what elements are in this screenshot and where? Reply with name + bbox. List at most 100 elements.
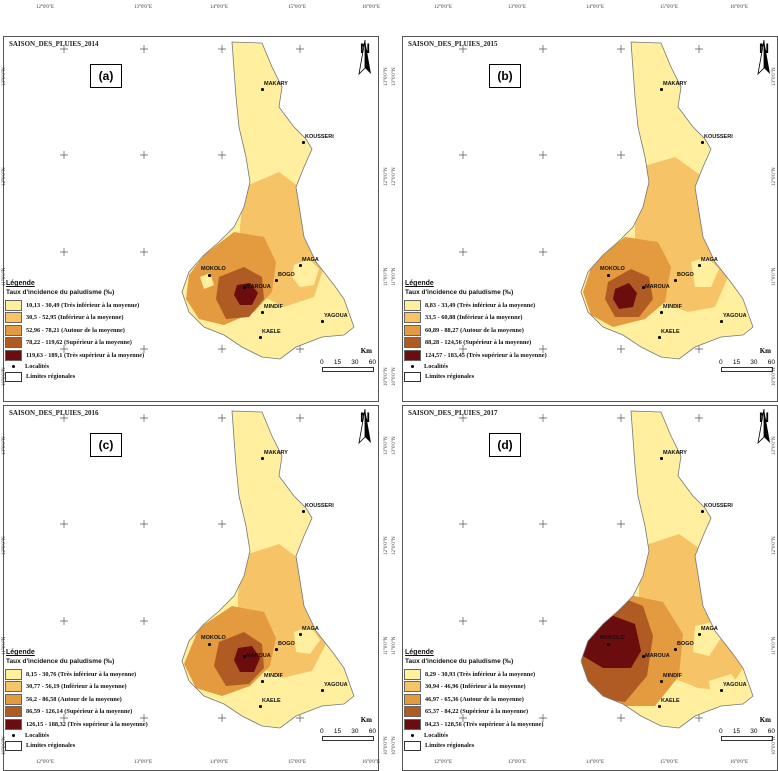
legend-item: 56,2 - 86,58 (Autour de la moyenne) <box>5 693 189 706</box>
legend-limits-label: Limites régionales <box>26 373 76 380</box>
coord-side-lat: 13°0'0"N <box>772 436 777 455</box>
panel-label: (a) <box>90 64 122 88</box>
coord-side-lat: 10°0'0"N <box>2 736 7 755</box>
legend-item: 124,57 - 183,45 (Très supérieur à la moy… <box>404 349 588 362</box>
graticule-cross <box>140 520 148 528</box>
locality-dot-icon <box>12 734 15 737</box>
coord-top-16e: 16°0'0"E <box>362 5 380 10</box>
panel-title: SAISON_DES_PLUIES_2015 <box>408 40 498 48</box>
graticule-cross <box>617 151 625 159</box>
city-dot-kaele <box>658 336 661 339</box>
regional-boundary <box>181 41 355 360</box>
graticule-cross <box>60 45 68 53</box>
city-dot-bogo <box>275 279 278 282</box>
city-label-kaele: KAELE <box>262 698 281 704</box>
scale-bar-graphic <box>322 367 374 372</box>
city-label-kousseri: KOUSSERI <box>305 134 334 140</box>
city-label-kousseri: KOUSSERI <box>305 503 334 509</box>
coord-side-lat: 13°0'0"N <box>2 436 7 455</box>
map-panel-d: SAISON_DES_PLUIES_2017 (d) N Légende Tau… <box>402 405 778 771</box>
graticule-cross <box>140 345 148 353</box>
graticule-cross <box>60 345 68 353</box>
coord-side-lat: 10°0'0"N <box>772 367 777 386</box>
legend-item: 8,15 - 30,76 (Très inférieur à la moyenn… <box>5 668 189 681</box>
scale-tick: 30 <box>750 728 758 735</box>
legend-item-label: 119,63 - 189,1 (Très supérieur à la moye… <box>26 351 145 359</box>
scale-bar-graphic <box>322 736 374 741</box>
graticule-cross <box>60 414 68 422</box>
panel-label: (c) <box>90 433 122 457</box>
graticule-cross <box>296 45 304 53</box>
choropleth-map-c <box>60 410 355 729</box>
legend-item: 84,23 - 128,56 (Très supérieur à la moye… <box>404 718 588 731</box>
north-arrow-icon <box>757 40 770 76</box>
coord-side-lat: 11°0'0"N <box>392 636 397 655</box>
city-label-maga: MAGA <box>302 257 319 263</box>
city-label-maga: MAGA <box>302 626 319 632</box>
city-label-mokolo: MOKOLO <box>201 266 226 272</box>
legend-item-label: 30,5 - 52,95 (Inférieur à la moyenne) <box>26 314 124 322</box>
panel-label: (b) <box>489 64 521 88</box>
city-label-maroua: MAROUA <box>246 653 271 659</box>
city-dot-kousseri <box>701 510 704 513</box>
scale-bar-graphic <box>721 736 773 741</box>
legend-localities-label: Localités <box>25 732 50 739</box>
scale-tick: 15 <box>333 359 342 366</box>
legend-item: 8,29 - 30,93 (Très inférieur à la moyenn… <box>404 668 588 681</box>
incidence-zone-c5 <box>234 646 260 672</box>
coord-side-lat: 12°0'0"N <box>392 167 397 186</box>
city-label-maroua: MAROUA <box>246 284 271 290</box>
city-label-yagoua: YAGOUA <box>324 313 348 319</box>
coord-side-lat: 11°0'0"N <box>384 636 389 655</box>
legend-item: 88,28 - 124,56 (Supérieur à la moyenne) <box>404 337 588 350</box>
city-dot-kousseri <box>302 510 305 513</box>
north-arrow: N <box>754 40 774 95</box>
graticule-cross <box>218 414 226 422</box>
coord-side-lat: 12°0'0"N <box>2 536 7 555</box>
scale-tick: 15 <box>333 728 342 735</box>
legend-limits-label: Limites régionales <box>26 742 76 749</box>
legend-swatch <box>5 312 22 324</box>
coord-bottom-12e: 12°0'0"E <box>36 760 54 765</box>
map-panel-b: SAISON_DES_PLUIES_2015 (b) N Légende Tau… <box>402 36 778 402</box>
scale-tick: 60 <box>368 359 376 366</box>
city-dot-mindif <box>261 311 264 314</box>
north-arrow: N <box>355 40 375 95</box>
legend-item-label: 60,89 - 88,27 (Autour de la moyenne) <box>425 326 524 334</box>
city-dot-mokolo <box>607 643 610 646</box>
legend: Légende Taux d'incidence du paludisme (‰… <box>4 280 189 382</box>
locality-dot-icon <box>12 365 15 368</box>
legend-item: 33,5 - 60,88 (Inférieur à la moyenne) <box>404 312 588 325</box>
graticule-cross <box>617 45 625 53</box>
city-dot-maroua <box>243 655 246 658</box>
scale-tick: 15 <box>732 359 741 366</box>
city-label-mindif: MINDIF <box>663 304 682 310</box>
coord-side-lat: 10°0'0"N <box>392 367 397 386</box>
graticule-cross <box>218 45 226 53</box>
city-dot-yagoua <box>321 320 324 323</box>
incidence-zone-c1 <box>629 323 651 341</box>
coord-side-lat: 10°0'0"N <box>392 736 397 755</box>
graticule-cross <box>459 151 467 159</box>
coord-side-lat: 13°0'0"N <box>392 436 397 455</box>
city-label-mindif: MINDIF <box>264 304 283 310</box>
graticule-cross <box>459 45 467 53</box>
north-arrow: N <box>355 409 375 464</box>
city-dot-bogo <box>275 648 278 651</box>
legend-localities: Localités <box>411 731 588 741</box>
legend-localities: Localités <box>12 362 189 372</box>
graticule-cross <box>296 414 304 422</box>
coord-side-lat: 13°0'0"N <box>384 436 389 455</box>
city-dot-kaele <box>259 336 262 339</box>
graticule-cross <box>539 248 547 256</box>
graticule-cross <box>140 45 148 53</box>
scale-tick: 0 <box>719 359 723 366</box>
legend-localities-label: Localités <box>25 363 50 370</box>
incidence-zone-c1 <box>258 684 278 706</box>
coord-bottom-16e: 16°0'0"E <box>362 760 380 765</box>
north-arrow: N <box>754 409 774 464</box>
legend-swatch <box>404 299 421 311</box>
locality-dot-icon <box>411 734 414 737</box>
city-dot-maroua <box>243 286 246 289</box>
city-dot-yagoua <box>720 689 723 692</box>
